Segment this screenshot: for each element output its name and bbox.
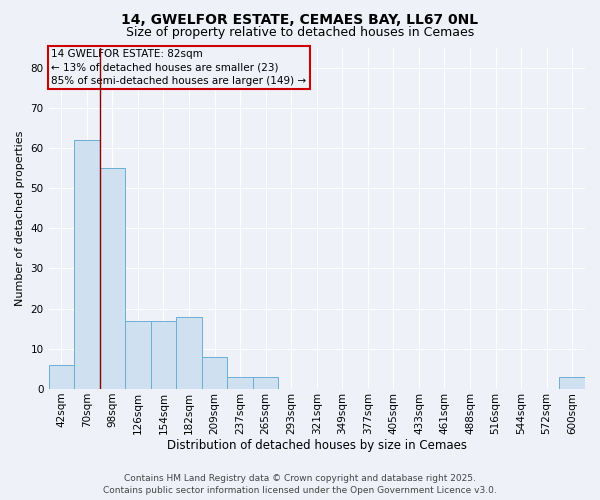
Text: Size of property relative to detached houses in Cemaes: Size of property relative to detached ho… — [126, 26, 474, 39]
Text: 14, GWELFOR ESTATE, CEMAES BAY, LL67 0NL: 14, GWELFOR ESTATE, CEMAES BAY, LL67 0NL — [121, 12, 479, 26]
Bar — [253, 377, 278, 389]
Bar — [227, 377, 253, 389]
Bar — [559, 377, 585, 389]
Text: 14 GWELFOR ESTATE: 82sqm
← 13% of detached houses are smaller (23)
85% of semi-d: 14 GWELFOR ESTATE: 82sqm ← 13% of detach… — [51, 49, 307, 86]
Bar — [74, 140, 100, 389]
Y-axis label: Number of detached properties: Number of detached properties — [15, 130, 25, 306]
Bar — [100, 168, 125, 389]
Bar — [49, 365, 74, 389]
X-axis label: Distribution of detached houses by size in Cemaes: Distribution of detached houses by size … — [167, 440, 467, 452]
Bar — [125, 320, 151, 389]
Text: Contains HM Land Registry data © Crown copyright and database right 2025.
Contai: Contains HM Land Registry data © Crown c… — [103, 474, 497, 495]
Bar — [202, 357, 227, 389]
Bar — [176, 316, 202, 389]
Bar — [151, 320, 176, 389]
